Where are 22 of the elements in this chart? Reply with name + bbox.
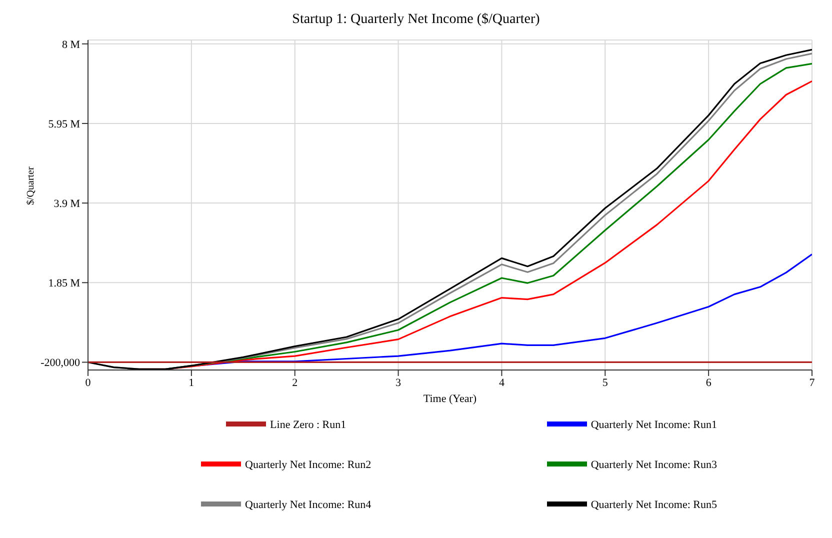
x-tick-label: 6: [706, 376, 712, 389]
x-axis-title: Time (Year): [423, 393, 477, 405]
chart-title: Startup 1: Quarterly Net Income ($/Quarter): [291, 11, 541, 29]
legend-label: Quarterly Net Income: Run3: [590, 458, 717, 471]
legend-label: Quarterly Net Income: Run4: [245, 498, 372, 511]
x-tick-label: 3: [396, 376, 402, 389]
x-tick-label: 7: [809, 376, 816, 389]
y-tick-label: 8 M: [62, 38, 80, 51]
x-tick-label: 4: [498, 376, 505, 389]
y-axis-title: $/Quarter: [26, 166, 37, 205]
y-tick-label: -200,000: [40, 357, 80, 370]
y-tick-label: 3.9 M: [54, 198, 80, 210]
legend-label: Quarterly Net Income: Run5: [590, 498, 717, 511]
legend-label: Quarterly Net Income: Run1: [590, 418, 717, 431]
legend-label: Quarterly Net Income: Run2: [245, 458, 372, 471]
y-tick-label: 5.95 M: [48, 118, 80, 130]
legend-label: Line Zero : Run1: [270, 418, 346, 431]
x-tick-label: 5: [602, 376, 608, 389]
x-tick-label: 2: [292, 376, 298, 389]
x-tick-label: 1: [188, 376, 194, 389]
y-tick-label: 1.85 M: [48, 278, 80, 290]
x-tick-label: 0: [85, 376, 92, 389]
